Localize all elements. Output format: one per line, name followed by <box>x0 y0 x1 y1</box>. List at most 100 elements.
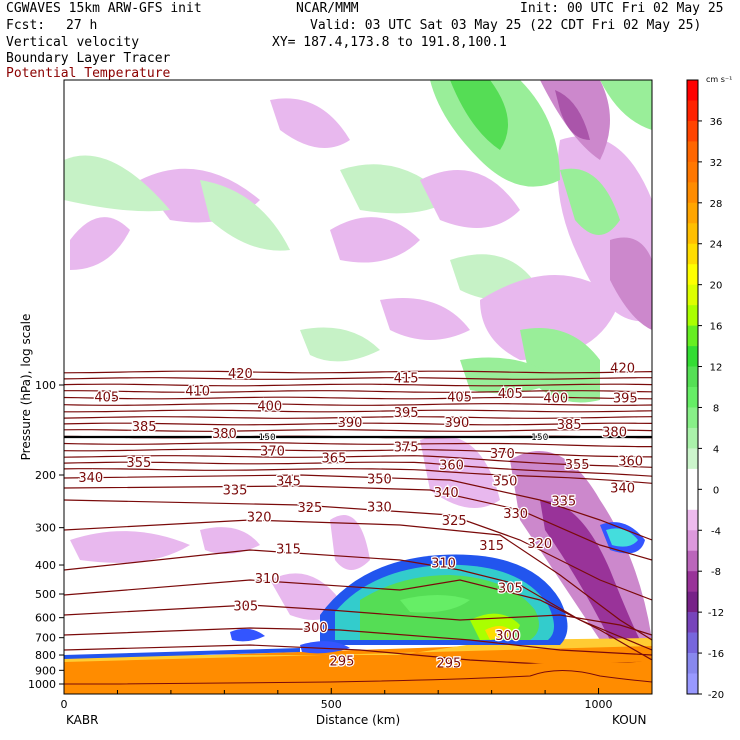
theta-label: 335 <box>551 494 576 509</box>
theta-contour <box>64 455 652 468</box>
theta-label: 350 <box>367 472 392 487</box>
valid-time: Valid: 03 UTC Sat 03 May 25 (22 CDT Fri … <box>310 18 702 33</box>
fcst-label: Fcst: <box>6 18 46 33</box>
y-tick-label: 700 <box>35 632 56 645</box>
theta-contour <box>64 485 652 561</box>
colorbar-label: 8 <box>713 403 719 414</box>
theta-contour <box>64 390 652 393</box>
theta-label: 360 <box>439 459 464 474</box>
field-vertical-velocity: Vertical velocity <box>6 35 140 50</box>
theta-label: 415 <box>394 371 419 386</box>
field-boundary-layer-tracer: Boundary Layer Tracer <box>6 51 171 66</box>
theta-label: 380 <box>212 427 237 442</box>
colorbar-label: 20 <box>710 281 723 292</box>
x-tick-label: 500 <box>321 698 342 711</box>
theta-contour <box>64 377 652 380</box>
colorbar-swatch <box>687 550 698 572</box>
colorbar-swatch <box>687 305 698 326</box>
model-title: CGWAVES 15km ARW-GFS init <box>6 1 202 16</box>
theta-label: 310 <box>431 556 456 571</box>
theta-label: 405 <box>498 387 523 402</box>
colorbar-unit: cm s⁻¹ <box>706 75 732 84</box>
theta-label: 320 <box>527 537 552 552</box>
theta-label: 305 <box>233 599 258 614</box>
theta-label: 340 <box>434 486 459 501</box>
blue-cell <box>230 628 265 642</box>
theta-label: 350 <box>493 474 518 489</box>
theta-label: 315 <box>276 543 301 558</box>
x-tick-label: 1000 <box>585 698 613 711</box>
wave-pink <box>420 170 520 228</box>
theta-label: 355 <box>126 456 151 471</box>
colorbar-label: 0 <box>713 485 719 496</box>
colorbar-label: -12 <box>708 608 724 619</box>
colorbar-swatch <box>687 100 698 122</box>
wave-pink <box>380 298 470 340</box>
left-endpoint: KABR <box>66 713 98 727</box>
theta-label: 395 <box>394 406 419 421</box>
theta-contour <box>64 442 652 448</box>
theta-label: 340 <box>610 482 635 497</box>
colorbar-swatch <box>687 427 698 449</box>
wave-pink <box>330 217 420 263</box>
colorbar-swatch <box>687 448 698 470</box>
plume-purple-strong <box>540 500 640 640</box>
colorbar-swatch <box>687 591 698 613</box>
colorbar-label: 32 <box>710 158 723 169</box>
theta-label: 400 <box>257 399 282 414</box>
wave-green <box>300 327 380 362</box>
y-tick-label: 1000 <box>28 678 56 691</box>
colorbar-label: 36 <box>710 117 723 128</box>
theta-label: 385 <box>132 420 157 435</box>
y-tick-label: 600 <box>35 612 56 625</box>
colorbar-swatch <box>687 141 698 163</box>
theta-contour <box>64 627 652 656</box>
plot-frame <box>63 79 653 695</box>
theta-label: 355 <box>565 458 590 473</box>
theta-label: 320 <box>247 510 272 525</box>
colorbar-swatch <box>687 571 698 592</box>
colorbar-swatch <box>687 346 698 367</box>
x-axis-title: Distance (km) <box>316 713 400 727</box>
colorbar-swatch <box>687 387 698 408</box>
theta-contour <box>64 422 652 426</box>
theta-label: 360 <box>618 454 643 469</box>
theta-label: 345 <box>276 474 301 489</box>
theta-contour <box>64 474 652 541</box>
theta-contour <box>64 370 652 374</box>
colorbar-label: -20 <box>708 690 724 701</box>
theta-label: 420 <box>228 367 253 382</box>
tropo-pink <box>420 436 500 508</box>
theta-label: 325 <box>297 501 322 516</box>
theta-contour <box>64 409 652 413</box>
colorbar-swatch <box>687 284 698 306</box>
wave-pink <box>70 217 130 270</box>
colorbar-swatch <box>687 120 698 142</box>
x-tick-label: 0 <box>61 698 68 711</box>
theta-label: 325 <box>442 514 467 529</box>
dome-yellow <box>485 626 515 640</box>
colorbar-label: 28 <box>710 199 723 210</box>
wave-pink <box>610 237 652 330</box>
theta-label: 305 <box>498 582 523 597</box>
colorbar-swatch <box>687 264 698 285</box>
theta-label: 390 <box>338 416 363 431</box>
colorbar-swatch <box>687 202 698 224</box>
colorbar-swatch <box>687 182 698 204</box>
cross-section-xy: XY= 187.4,173.8 to 191.8,100.1 <box>272 35 507 50</box>
theta-contour <box>64 468 652 484</box>
wave-green-low <box>460 357 560 394</box>
plume-cyan <box>606 528 638 547</box>
colorbar-swatch <box>687 653 698 674</box>
theta-label: 310 <box>255 572 280 587</box>
colorbar-label: -4 <box>711 526 721 537</box>
colorbar-frame <box>686 79 699 695</box>
colorbar-label: 12 <box>710 363 723 374</box>
right-endpoint: KOUN <box>612 713 646 727</box>
theta-label: 295 <box>330 654 355 669</box>
terrain-outline <box>64 670 653 685</box>
wave-purple-strong <box>555 90 590 140</box>
x-axis: 0 500 1000 <box>61 688 653 711</box>
theta-contour <box>64 448 652 458</box>
theta-label: 335 <box>223 483 248 498</box>
